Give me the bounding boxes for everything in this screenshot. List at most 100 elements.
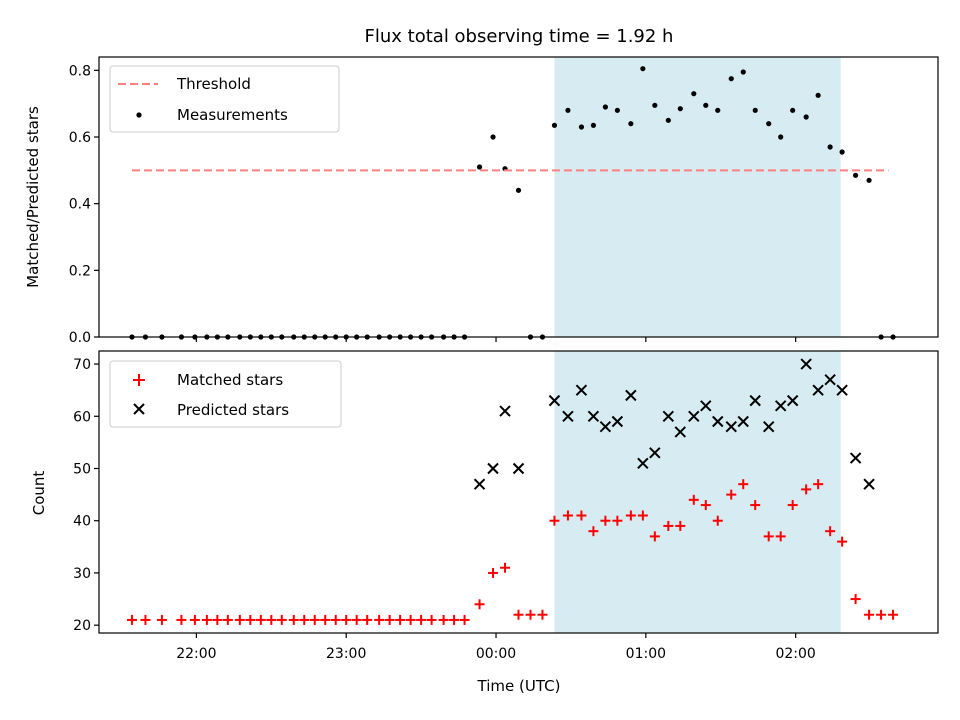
measurement-point	[703, 102, 709, 108]
measurement-point	[602, 104, 608, 110]
measurement-point	[551, 122, 558, 128]
matched-star-point	[675, 520, 686, 531]
count-panel: 20 30 40 50 60 70 22:00 23:00 00:00 01:00 02:00 C…	[30, 350, 939, 695]
y-tick-label: 60	[73, 409, 91, 425]
y-tick-label: 50	[73, 462, 91, 478]
bottom-y-axis-label: Count	[30, 471, 48, 516]
measurement-point	[614, 107, 620, 113]
y-tick-label: 70	[73, 357, 91, 373]
matched-star-point	[374, 614, 385, 625]
matched-star-point	[612, 515, 623, 526]
measurement-point	[803, 114, 809, 120]
measurement-point	[565, 107, 571, 113]
y-tick-label: 0.8	[69, 63, 91, 79]
matched-star-point	[288, 614, 299, 625]
chart-title: Flux total observing time = 1.92 h	[365, 26, 674, 47]
matched-star-point	[876, 609, 887, 620]
matched-star-point	[255, 614, 266, 625]
predicted-star-point	[637, 457, 649, 469]
predicted-star-point	[774, 400, 787, 412]
x-axis-label: Time (UTC)	[477, 677, 561, 695]
matched-star-point	[588, 526, 599, 537]
matched-star-point	[201, 614, 212, 625]
measurement-point	[652, 102, 658, 108]
x-tick-label: 00:00	[476, 646, 516, 662]
measurement-point	[866, 177, 872, 183]
legend-matched-label: Matched stars	[177, 371, 283, 389]
matched-star-point	[299, 614, 310, 625]
measurement-point	[839, 149, 845, 155]
predicted-star-point	[849, 452, 862, 464]
legend-predicted-label: Predicted stars	[177, 401, 289, 419]
y-tick-label: 40	[73, 514, 91, 530]
measurement-point	[677, 106, 683, 112]
measurement-point	[628, 121, 634, 127]
measurement-point	[665, 117, 671, 123]
matched-star-point	[449, 614, 460, 625]
predicted-star-point	[587, 410, 600, 422]
measurement-point	[766, 121, 772, 127]
predicted-star-point	[800, 358, 812, 370]
top-x-ticks	[195, 337, 797, 342]
matched-star-point	[140, 614, 151, 625]
predicted-star-point	[562, 410, 574, 422]
ratio-panel: 0.00.20.40.60.8 Matched/Predicted stars …	[24, 56, 939, 346]
predicted-star-point	[712, 415, 724, 428]
matched-star-point	[362, 614, 373, 625]
bottom-legend: Matched stars Predicted stars	[109, 360, 342, 428]
y-tick-label: 20	[73, 618, 91, 634]
predicted-star-point	[812, 384, 824, 396]
measurement-point	[476, 164, 483, 170]
predicted-star-point	[824, 374, 836, 386]
matched-star-point	[562, 510, 573, 521]
matched-star-point	[234, 614, 245, 625]
matched-star-point	[625, 510, 636, 521]
measurement-point	[590, 122, 597, 128]
matched-star-point	[549, 515, 560, 526]
matched-star-point	[276, 614, 287, 625]
predicted-star-point	[662, 410, 675, 422]
predicted-star-point	[762, 421, 775, 433]
matched-star-point	[500, 562, 511, 573]
matched-star-point	[663, 520, 674, 531]
matched-star-point	[245, 614, 256, 625]
matched-star-point	[712, 515, 723, 526]
legend-matched-swatch	[133, 374, 145, 386]
matched-star-point	[341, 614, 352, 625]
measurement-point	[691, 91, 697, 97]
matched-star-point	[700, 500, 711, 511]
predicted-star-point	[700, 400, 712, 412]
matched-star-point	[649, 531, 660, 542]
measurement-point	[640, 66, 646, 72]
top-plot-frame	[98, 56, 939, 338]
matched-star-point	[775, 531, 786, 542]
top-legend: Threshold Measurements	[109, 65, 340, 133]
predicted-star-point	[737, 415, 749, 428]
matched-star-point	[416, 614, 427, 625]
measurement-point	[490, 134, 496, 140]
matched-star-point	[351, 614, 362, 625]
matched-star-point	[525, 609, 536, 620]
predicted-star-point	[599, 421, 612, 433]
matched-star-point	[474, 599, 485, 610]
x-tick-label: 22:00	[176, 646, 216, 662]
measurement-point	[852, 172, 859, 178]
matched-star-point	[850, 594, 861, 605]
measurement-points	[129, 66, 896, 340]
matched-star-point	[637, 510, 648, 521]
count-points	[126, 358, 899, 625]
matched-star-point	[222, 614, 233, 625]
matched-star-point	[395, 614, 406, 625]
y-tick-label: 0.4	[69, 197, 91, 213]
measurement-point	[778, 134, 784, 140]
top-observing-window	[554, 57, 841, 337]
matched-star-point	[787, 500, 798, 511]
y-tick-label: 30	[73, 566, 91, 582]
matched-star-point	[537, 609, 548, 620]
predicted-star-point	[575, 384, 588, 396]
matched-star-point	[320, 614, 331, 625]
matched-star-point	[837, 536, 848, 547]
predicted-star-point	[674, 426, 687, 438]
matched-star-point	[813, 479, 824, 490]
